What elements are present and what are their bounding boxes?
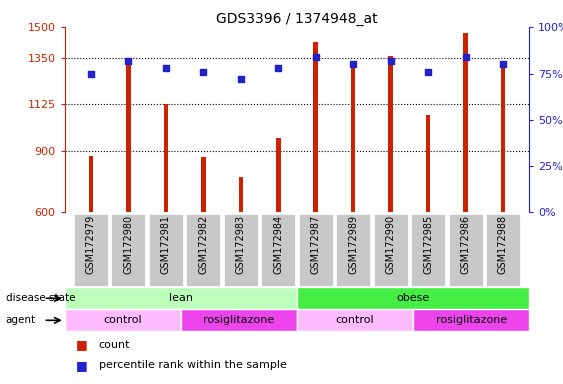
Text: GSM172980: GSM172980 xyxy=(123,215,133,274)
FancyBboxPatch shape xyxy=(65,287,297,310)
Bar xyxy=(201,157,205,212)
Text: control: control xyxy=(336,315,374,325)
FancyBboxPatch shape xyxy=(486,214,520,286)
FancyBboxPatch shape xyxy=(449,214,482,286)
Text: disease state: disease state xyxy=(6,293,75,303)
Text: lean: lean xyxy=(169,293,193,303)
Bar xyxy=(89,156,93,212)
Text: GSM172983: GSM172983 xyxy=(236,215,246,274)
Text: GSM172987: GSM172987 xyxy=(311,215,321,274)
FancyBboxPatch shape xyxy=(299,214,333,286)
Text: GSM172986: GSM172986 xyxy=(461,215,471,274)
Text: GSM172982: GSM172982 xyxy=(198,215,208,274)
Bar xyxy=(351,68,355,212)
Text: count: count xyxy=(99,340,130,350)
Text: ■: ■ xyxy=(76,338,88,351)
FancyBboxPatch shape xyxy=(413,310,529,331)
FancyBboxPatch shape xyxy=(111,214,145,286)
Point xyxy=(348,61,358,68)
Point xyxy=(386,58,395,64)
Text: GSM172990: GSM172990 xyxy=(386,215,396,274)
Bar xyxy=(501,66,505,212)
Text: rosiglitazone: rosiglitazone xyxy=(203,315,275,325)
Text: GSM172988: GSM172988 xyxy=(498,215,508,274)
FancyBboxPatch shape xyxy=(186,214,220,286)
Text: agent: agent xyxy=(6,315,36,325)
Text: rosiglitazone: rosiglitazone xyxy=(436,315,507,325)
FancyBboxPatch shape xyxy=(411,214,445,286)
FancyBboxPatch shape xyxy=(336,214,370,286)
Bar xyxy=(276,138,280,212)
Bar xyxy=(239,177,243,212)
Bar xyxy=(164,104,168,212)
Text: GSM172985: GSM172985 xyxy=(423,215,433,274)
FancyBboxPatch shape xyxy=(74,214,108,286)
FancyBboxPatch shape xyxy=(374,214,408,286)
Text: GSM172989: GSM172989 xyxy=(348,215,358,274)
Point xyxy=(498,61,507,68)
Bar xyxy=(463,33,468,212)
Point xyxy=(124,58,133,64)
Point xyxy=(199,69,208,75)
Point xyxy=(87,71,96,77)
Text: GSM172979: GSM172979 xyxy=(86,215,96,274)
Bar xyxy=(126,60,131,212)
Point xyxy=(274,65,283,71)
Point xyxy=(311,54,320,60)
FancyBboxPatch shape xyxy=(261,214,295,286)
Text: GSM172981: GSM172981 xyxy=(161,215,171,274)
FancyBboxPatch shape xyxy=(297,287,529,310)
FancyBboxPatch shape xyxy=(65,310,181,331)
Title: GDS3396 / 1374948_at: GDS3396 / 1374948_at xyxy=(216,12,378,26)
Bar xyxy=(314,42,318,212)
FancyBboxPatch shape xyxy=(297,310,413,331)
Text: GSM172984: GSM172984 xyxy=(273,215,283,274)
FancyBboxPatch shape xyxy=(181,310,297,331)
Point xyxy=(461,54,470,60)
Bar xyxy=(388,56,393,212)
Point xyxy=(236,76,245,82)
Point xyxy=(162,65,171,71)
Bar xyxy=(426,115,430,212)
Text: control: control xyxy=(104,315,142,325)
Text: percentile rank within the sample: percentile rank within the sample xyxy=(99,360,287,370)
Text: obese: obese xyxy=(396,293,430,303)
Text: ■: ■ xyxy=(76,359,88,372)
Point xyxy=(423,69,432,75)
FancyBboxPatch shape xyxy=(149,214,183,286)
FancyBboxPatch shape xyxy=(224,214,258,286)
